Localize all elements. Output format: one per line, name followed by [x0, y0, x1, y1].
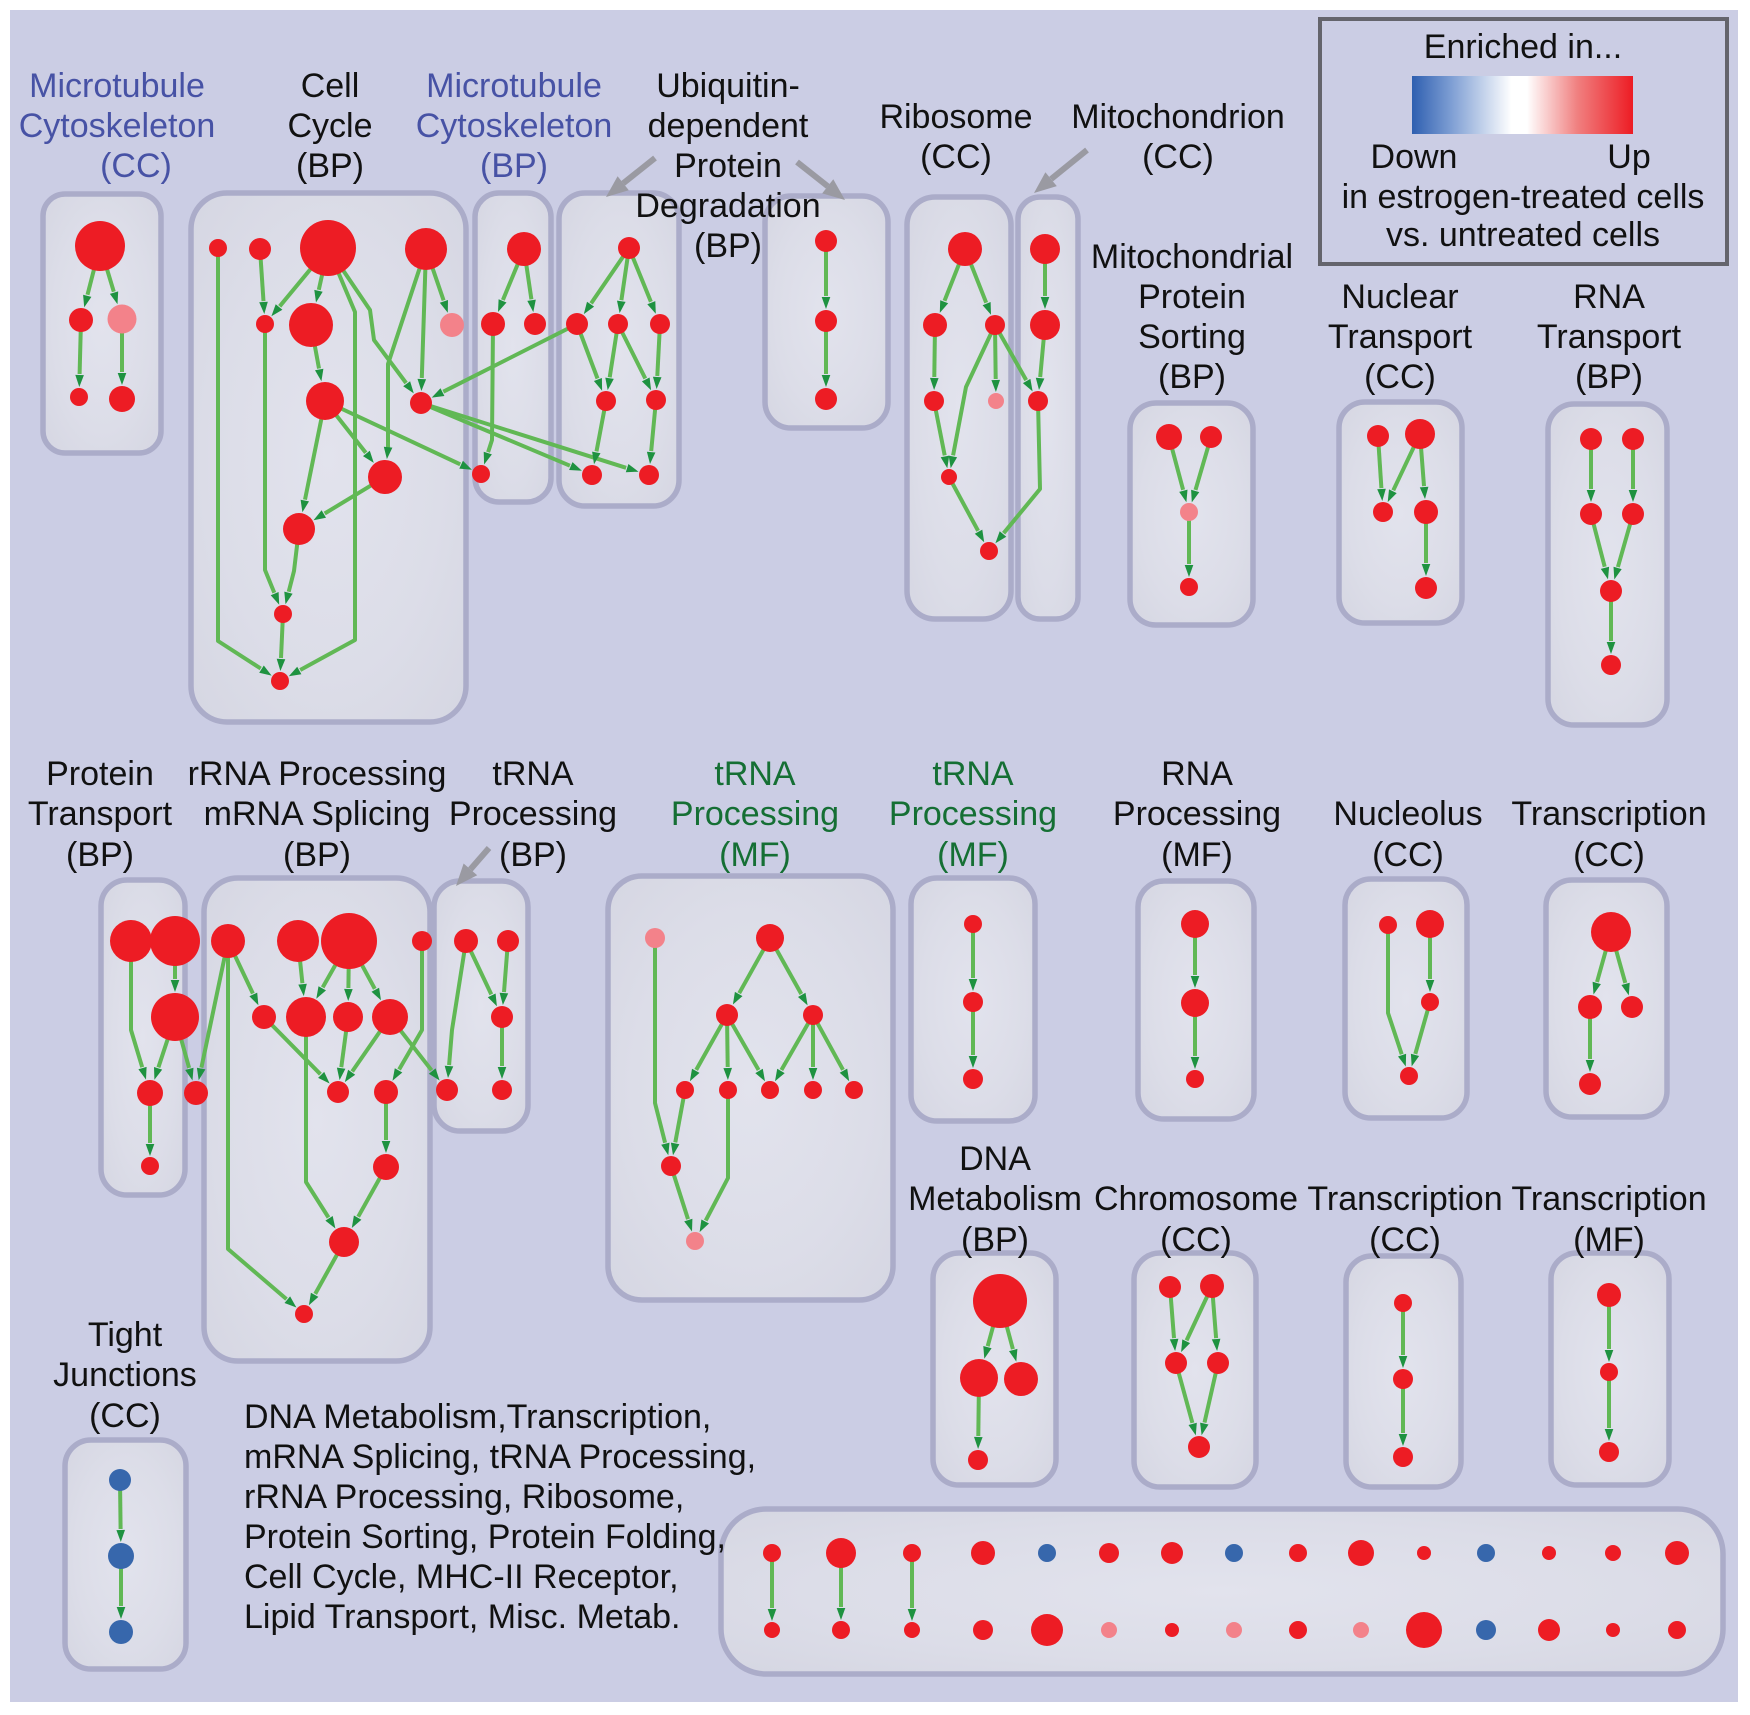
svg-text:(CC): (CC)	[1372, 836, 1444, 874]
svg-text:Ribosome: Ribosome	[879, 98, 1032, 136]
svg-text:Protein: Protein	[674, 147, 782, 185]
svg-text:Chromosome: Chromosome	[1094, 1180, 1298, 1218]
svg-text:Processing: Processing	[1113, 795, 1281, 833]
svg-text:Transcription: Transcription	[1511, 795, 1706, 833]
svg-text:Metabolism: Metabolism	[908, 1180, 1082, 1218]
svg-text:Cytoskeleton: Cytoskeleton	[416, 107, 613, 145]
svg-text:Nucleolus: Nucleolus	[1333, 795, 1482, 833]
svg-text:(BP): (BP)	[66, 836, 134, 874]
svg-text:Transport: Transport	[1328, 318, 1473, 356]
svg-text:Protein Sorting, Protein Foldi: Protein Sorting, Protein Folding,	[244, 1518, 726, 1556]
svg-text:tRNA: tRNA	[932, 755, 1014, 793]
svg-text:Cell Cycle, MHC-II Receptor,: Cell Cycle, MHC-II Receptor,	[244, 1558, 679, 1596]
svg-text:mRNA Splicing: mRNA Splicing	[204, 795, 431, 833]
svg-text:Transcription: Transcription	[1511, 1180, 1706, 1218]
svg-text:(CC): (CC)	[1364, 358, 1436, 396]
svg-text:rRNA Processing, Ribosome,: rRNA Processing, Ribosome,	[244, 1478, 684, 1516]
svg-text:Transport: Transport	[1537, 318, 1682, 356]
svg-text:(CC): (CC)	[89, 1397, 161, 1435]
svg-text:in estrogen-treated cells: in estrogen-treated cells	[1342, 178, 1705, 216]
svg-text:Mitochondrial: Mitochondrial	[1091, 238, 1293, 276]
svg-text:Up: Up	[1607, 138, 1650, 176]
svg-text:(CC): (CC)	[1369, 1221, 1441, 1259]
svg-text:Lipid Transport, Misc. Metab.: Lipid Transport, Misc. Metab.	[244, 1598, 681, 1636]
svg-text:Mitochondrion: Mitochondrion	[1071, 98, 1285, 136]
svg-text:Processing: Processing	[449, 795, 617, 833]
svg-text:RNA: RNA	[1161, 755, 1233, 793]
svg-text:Processing: Processing	[671, 795, 839, 833]
svg-text:Degradation: Degradation	[635, 187, 820, 225]
svg-text:RNA: RNA	[1573, 278, 1645, 316]
svg-text:(CC): (CC)	[1142, 138, 1214, 176]
svg-text:(BP): (BP)	[1158, 358, 1226, 396]
svg-text:Transport: Transport	[28, 795, 173, 833]
svg-text:Tight: Tight	[88, 1316, 163, 1354]
svg-text:DNA Metabolism,Transcription,: DNA Metabolism,Transcription,	[244, 1398, 711, 1436]
svg-text:Cytoskeleton: Cytoskeleton	[19, 107, 216, 145]
svg-text:(BP): (BP)	[283, 836, 351, 874]
svg-text:(BP): (BP)	[694, 227, 762, 265]
svg-text:(BP): (BP)	[296, 147, 364, 185]
svg-text:(BP): (BP)	[499, 836, 567, 874]
svg-text:(CC): (CC)	[100, 147, 172, 185]
svg-text:dependent: dependent	[648, 107, 809, 145]
svg-text:Protein: Protein	[1138, 278, 1246, 316]
svg-text:Down: Down	[1371, 138, 1458, 176]
svg-text:mRNA Splicing, tRNA Processing: mRNA Splicing, tRNA Processing,	[244, 1438, 756, 1476]
svg-text:Cell: Cell	[301, 67, 360, 105]
svg-text:Microtubule: Microtubule	[426, 67, 602, 105]
svg-text:DNA: DNA	[959, 1140, 1031, 1178]
svg-text:(MF): (MF)	[719, 836, 791, 874]
svg-text:(MF): (MF)	[1161, 836, 1233, 874]
svg-text:Protein: Protein	[46, 755, 154, 793]
svg-text:(CC): (CC)	[1160, 1221, 1232, 1259]
svg-text:Transcription: Transcription	[1307, 1180, 1502, 1218]
svg-text:tRNA: tRNA	[492, 755, 574, 793]
svg-text:Nuclear: Nuclear	[1341, 278, 1458, 316]
svg-text:(CC): (CC)	[1573, 836, 1645, 874]
svg-text:Sorting: Sorting	[1138, 318, 1246, 356]
svg-text:(MF): (MF)	[937, 836, 1009, 874]
svg-text:Enriched in...: Enriched in...	[1424, 28, 1622, 66]
svg-text:Processing: Processing	[889, 795, 1057, 833]
svg-text:(CC): (CC)	[920, 138, 992, 176]
svg-text:(BP): (BP)	[1575, 358, 1643, 396]
svg-text:Junctions: Junctions	[53, 1356, 197, 1394]
svg-text:Cycle: Cycle	[287, 107, 372, 145]
svg-text:(BP): (BP)	[961, 1221, 1029, 1259]
svg-text:Microtubule: Microtubule	[29, 67, 205, 105]
svg-text:rRNA Processing: rRNA Processing	[188, 755, 447, 793]
svg-text:(MF): (MF)	[1573, 1221, 1645, 1259]
svg-text:Ubiquitin-: Ubiquitin-	[656, 67, 800, 105]
svg-text:tRNA: tRNA	[714, 755, 796, 793]
svg-text:vs. untreated cells: vs. untreated cells	[1386, 216, 1660, 254]
svg-text:(BP): (BP)	[480, 147, 548, 185]
